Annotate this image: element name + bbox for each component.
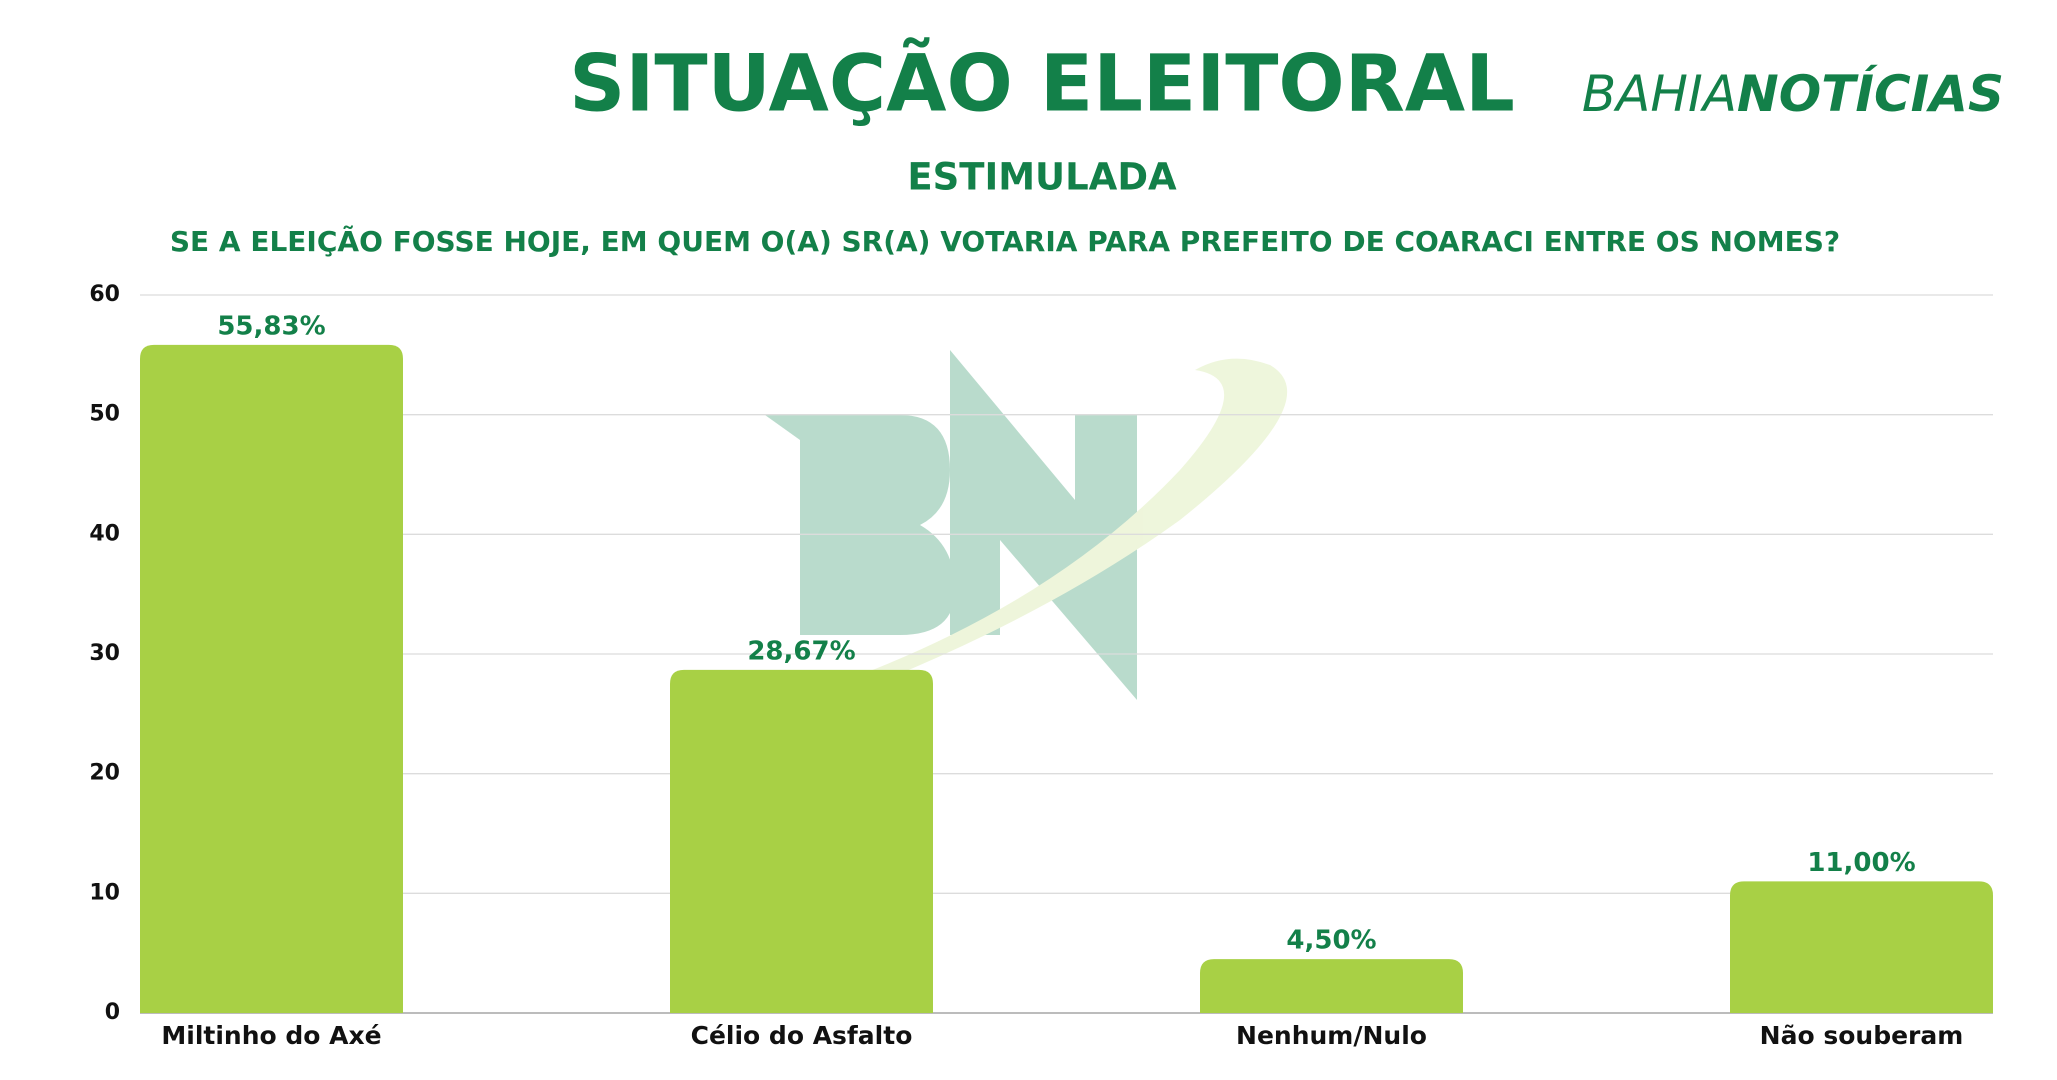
y-tick-label: 50 xyxy=(89,402,120,427)
watermark xyxy=(720,350,1288,740)
bar xyxy=(1200,959,1463,1013)
chart-subtitle: ESTIMULADA xyxy=(907,156,1177,199)
chart-title: SITUAÇÃO ELEITORAL xyxy=(569,37,1515,129)
value-label: 4,50% xyxy=(1286,926,1376,956)
y-tick-label: 60 xyxy=(89,282,120,307)
question: SE A ELEIÇÃO FOSSE HOJE, EM QUEM O(A) SR… xyxy=(170,224,1840,258)
brand-part: NOTÍCIAS xyxy=(1737,64,2004,123)
bar xyxy=(670,669,933,1013)
brand-part: BAHIA xyxy=(1582,65,1737,123)
brand-logo: BAHIANOTÍCIAS xyxy=(1582,64,2004,123)
y-tick-label: 30 xyxy=(89,641,120,666)
x-tick-label: Célio do Asfalto xyxy=(691,1021,913,1050)
value-label: 11,00% xyxy=(1807,848,1915,878)
y-tick-label: 10 xyxy=(89,880,120,905)
y-tick-label: 20 xyxy=(89,761,120,786)
x-tick-label: Não souberam xyxy=(1760,1021,1964,1050)
bar xyxy=(1730,881,1993,1013)
x-tick-label: Miltinho do Axé xyxy=(161,1021,381,1050)
y-tick-label: 40 xyxy=(89,521,120,546)
y-tick-label: 0 xyxy=(105,1000,120,1025)
value-label: 55,83% xyxy=(217,311,325,341)
bar xyxy=(140,344,403,1013)
x-tick-label: Nenhum/Nulo xyxy=(1236,1021,1427,1050)
value-label: 28,67% xyxy=(747,636,855,666)
